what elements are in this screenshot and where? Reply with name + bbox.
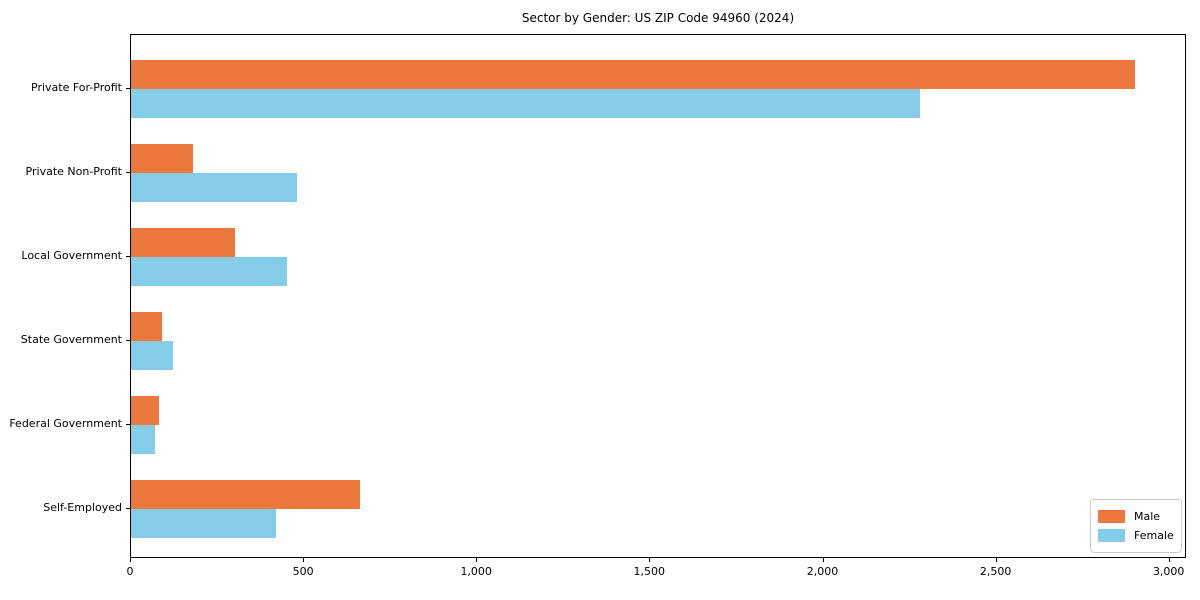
xtick-mark bbox=[303, 558, 305, 562]
legend-label-female: Female bbox=[1134, 529, 1174, 542]
ytick-label-private-non-profit: Private Non-Profit bbox=[25, 165, 122, 178]
ytick-mark bbox=[126, 256, 130, 257]
xtick-mark bbox=[1168, 558, 1170, 562]
xtick-label-3-000: 3,000 bbox=[1152, 565, 1185, 578]
legend-label-male: Male bbox=[1134, 510, 1161, 523]
ytick-mark bbox=[126, 424, 130, 425]
ytick-label-private-for-profit: Private For-Profit bbox=[31, 81, 122, 94]
bar-female-private-non-profit bbox=[131, 173, 298, 202]
ytick-mark bbox=[126, 88, 130, 89]
bar-male-local-government bbox=[131, 228, 235, 257]
xtick-label-0: 0 bbox=[126, 565, 134, 578]
bar-male-private-for-profit bbox=[131, 60, 1136, 89]
plot-area: Male Female bbox=[130, 34, 1186, 558]
xtick-label-2-500: 2,500 bbox=[979, 565, 1012, 578]
bar-male-self-employed bbox=[131, 480, 360, 509]
bar-female-state-government bbox=[131, 341, 173, 370]
xtick-label-2-000: 2,000 bbox=[806, 565, 839, 578]
xtick-mark bbox=[995, 558, 997, 562]
ytick-mark bbox=[126, 172, 130, 173]
ytick-label-self-employed: Self-Employed bbox=[43, 501, 122, 514]
bar-male-state-government bbox=[131, 312, 163, 341]
bar-female-self-employed bbox=[131, 509, 277, 538]
ytick-label-federal-government: Federal Government bbox=[9, 417, 122, 430]
legend-item-male: Male bbox=[1098, 508, 1173, 525]
xtick-mark bbox=[130, 558, 131, 562]
bar-male-federal-government bbox=[131, 396, 159, 425]
bar-male-private-non-profit bbox=[131, 144, 194, 173]
legend-swatch-female bbox=[1098, 529, 1125, 542]
bar-female-private-for-profit bbox=[131, 89, 921, 118]
ytick-label-local-government: Local Government bbox=[21, 249, 122, 262]
ytick-mark bbox=[126, 340, 130, 341]
xtick-label-1-000: 1,000 bbox=[460, 565, 492, 578]
xtick-label-1-500: 1,500 bbox=[633, 565, 666, 578]
xtick-mark bbox=[649, 558, 651, 562]
chart-title: Sector by Gender: US ZIP Code 94960 (202… bbox=[521, 11, 795, 25]
xtick-label-500: 500 bbox=[292, 565, 314, 578]
bar-female-federal-government bbox=[131, 425, 156, 454]
xtick-mark bbox=[476, 558, 478, 562]
legend-swatch-male bbox=[1098, 510, 1125, 523]
legend-item-female: Female bbox=[1098, 527, 1174, 544]
ytick-mark bbox=[126, 508, 130, 509]
bar-female-local-government bbox=[131, 257, 287, 286]
legend: Male Female bbox=[1090, 499, 1182, 553]
ytick-label-state-government: State Government bbox=[20, 333, 122, 346]
xtick-mark bbox=[822, 558, 824, 562]
